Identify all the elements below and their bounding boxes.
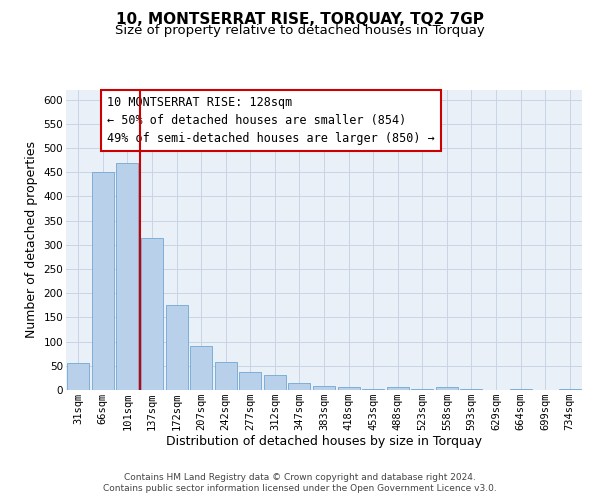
- Bar: [559, 389, 581, 390]
- Bar: [116, 162, 139, 390]
- Bar: [411, 389, 433, 390]
- Bar: [436, 386, 458, 390]
- Text: Distribution of detached houses by size in Torquay: Distribution of detached houses by size …: [166, 435, 482, 448]
- Bar: [362, 389, 384, 390]
- Bar: [141, 238, 163, 390]
- Bar: [509, 388, 532, 390]
- Bar: [92, 172, 114, 390]
- Text: Contains public sector information licensed under the Open Government Licence v3: Contains public sector information licen…: [103, 484, 497, 493]
- Text: 10, MONTSERRAT RISE, TORQUAY, TQ2 7GP: 10, MONTSERRAT RISE, TORQUAY, TQ2 7GP: [116, 12, 484, 28]
- Bar: [386, 386, 409, 390]
- Y-axis label: Number of detached properties: Number of detached properties: [25, 142, 38, 338]
- Bar: [264, 376, 286, 390]
- Text: 10 MONTSERRAT RISE: 128sqm
← 50% of detached houses are smaller (854)
49% of sem: 10 MONTSERRAT RISE: 128sqm ← 50% of deta…: [107, 96, 435, 145]
- Bar: [313, 386, 335, 390]
- Text: Contains HM Land Registry data © Crown copyright and database right 2024.: Contains HM Land Registry data © Crown c…: [124, 472, 476, 482]
- Bar: [215, 362, 237, 390]
- Bar: [239, 372, 262, 390]
- Bar: [338, 386, 359, 390]
- Bar: [166, 306, 188, 390]
- Bar: [289, 382, 310, 390]
- Bar: [190, 346, 212, 390]
- Text: Size of property relative to detached houses in Torquay: Size of property relative to detached ho…: [115, 24, 485, 37]
- Bar: [67, 364, 89, 390]
- Bar: [460, 389, 482, 390]
